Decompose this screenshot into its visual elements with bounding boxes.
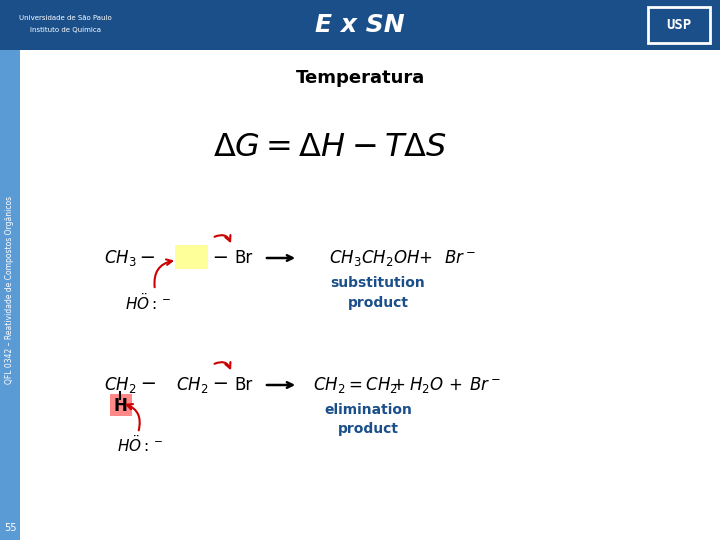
Text: $H\ddot{O}:^-$: $H\ddot{O}:^-$: [117, 435, 163, 455]
Text: ─: ─: [214, 375, 226, 395]
Text: ─: ─: [142, 375, 154, 395]
Text: Instituto de Química: Instituto de Química: [30, 27, 101, 33]
Text: Universidade de São Paulo: Universidade de São Paulo: [19, 15, 112, 21]
Text: ─: ─: [214, 248, 226, 267]
Text: $Br^-$: $Br^-$: [469, 376, 501, 394]
Text: +: +: [391, 376, 405, 394]
Text: Br: Br: [235, 376, 253, 394]
Text: +: +: [418, 249, 432, 267]
Text: $CH_3$: $CH_3$: [104, 248, 136, 268]
Text: substitution
product: substitution product: [330, 276, 426, 309]
Text: $H_2O$: $H_2O$: [408, 375, 444, 395]
Text: elimination
product: elimination product: [324, 403, 412, 436]
Bar: [0, 0, 720, 50]
Text: 55: 55: [4, 523, 17, 533]
Text: Temperatura: Temperatura: [295, 69, 425, 87]
Text: $CH_3CH_2OH$: $CH_3CH_2OH$: [330, 248, 420, 268]
Text: $CH_2$: $CH_2$: [176, 375, 208, 395]
Text: ─: ─: [141, 248, 153, 267]
Text: $CH_2$: $CH_2$: [104, 375, 136, 395]
Text: Br: Br: [235, 249, 253, 267]
Bar: [648, 7, 710, 43]
Text: $Br^-$: $Br^-$: [444, 249, 476, 267]
Text: USP: USP: [667, 18, 692, 32]
Text: +: +: [448, 376, 462, 394]
Text: $\Delta G = \Delta H - T\Delta S$: $\Delta G = \Delta H - T\Delta S$: [213, 132, 447, 164]
Text: $CH_2$: $CH_2$: [176, 248, 208, 268]
Text: QFL 0342 – Reatividade de Compostos Orgânicos: QFL 0342 – Reatividade de Compostos Orgâ…: [6, 196, 14, 384]
Text: $CH_2{=}CH_2$: $CH_2{=}CH_2$: [312, 375, 397, 395]
Text: H: H: [113, 397, 127, 415]
Bar: [0, 50, 20, 540]
Text: $H\ddot{O}:^-$: $H\ddot{O}:^-$: [125, 293, 171, 313]
Text: E x SN: E x SN: [315, 13, 405, 37]
Bar: [175, 245, 208, 269]
Bar: [110, 394, 132, 416]
